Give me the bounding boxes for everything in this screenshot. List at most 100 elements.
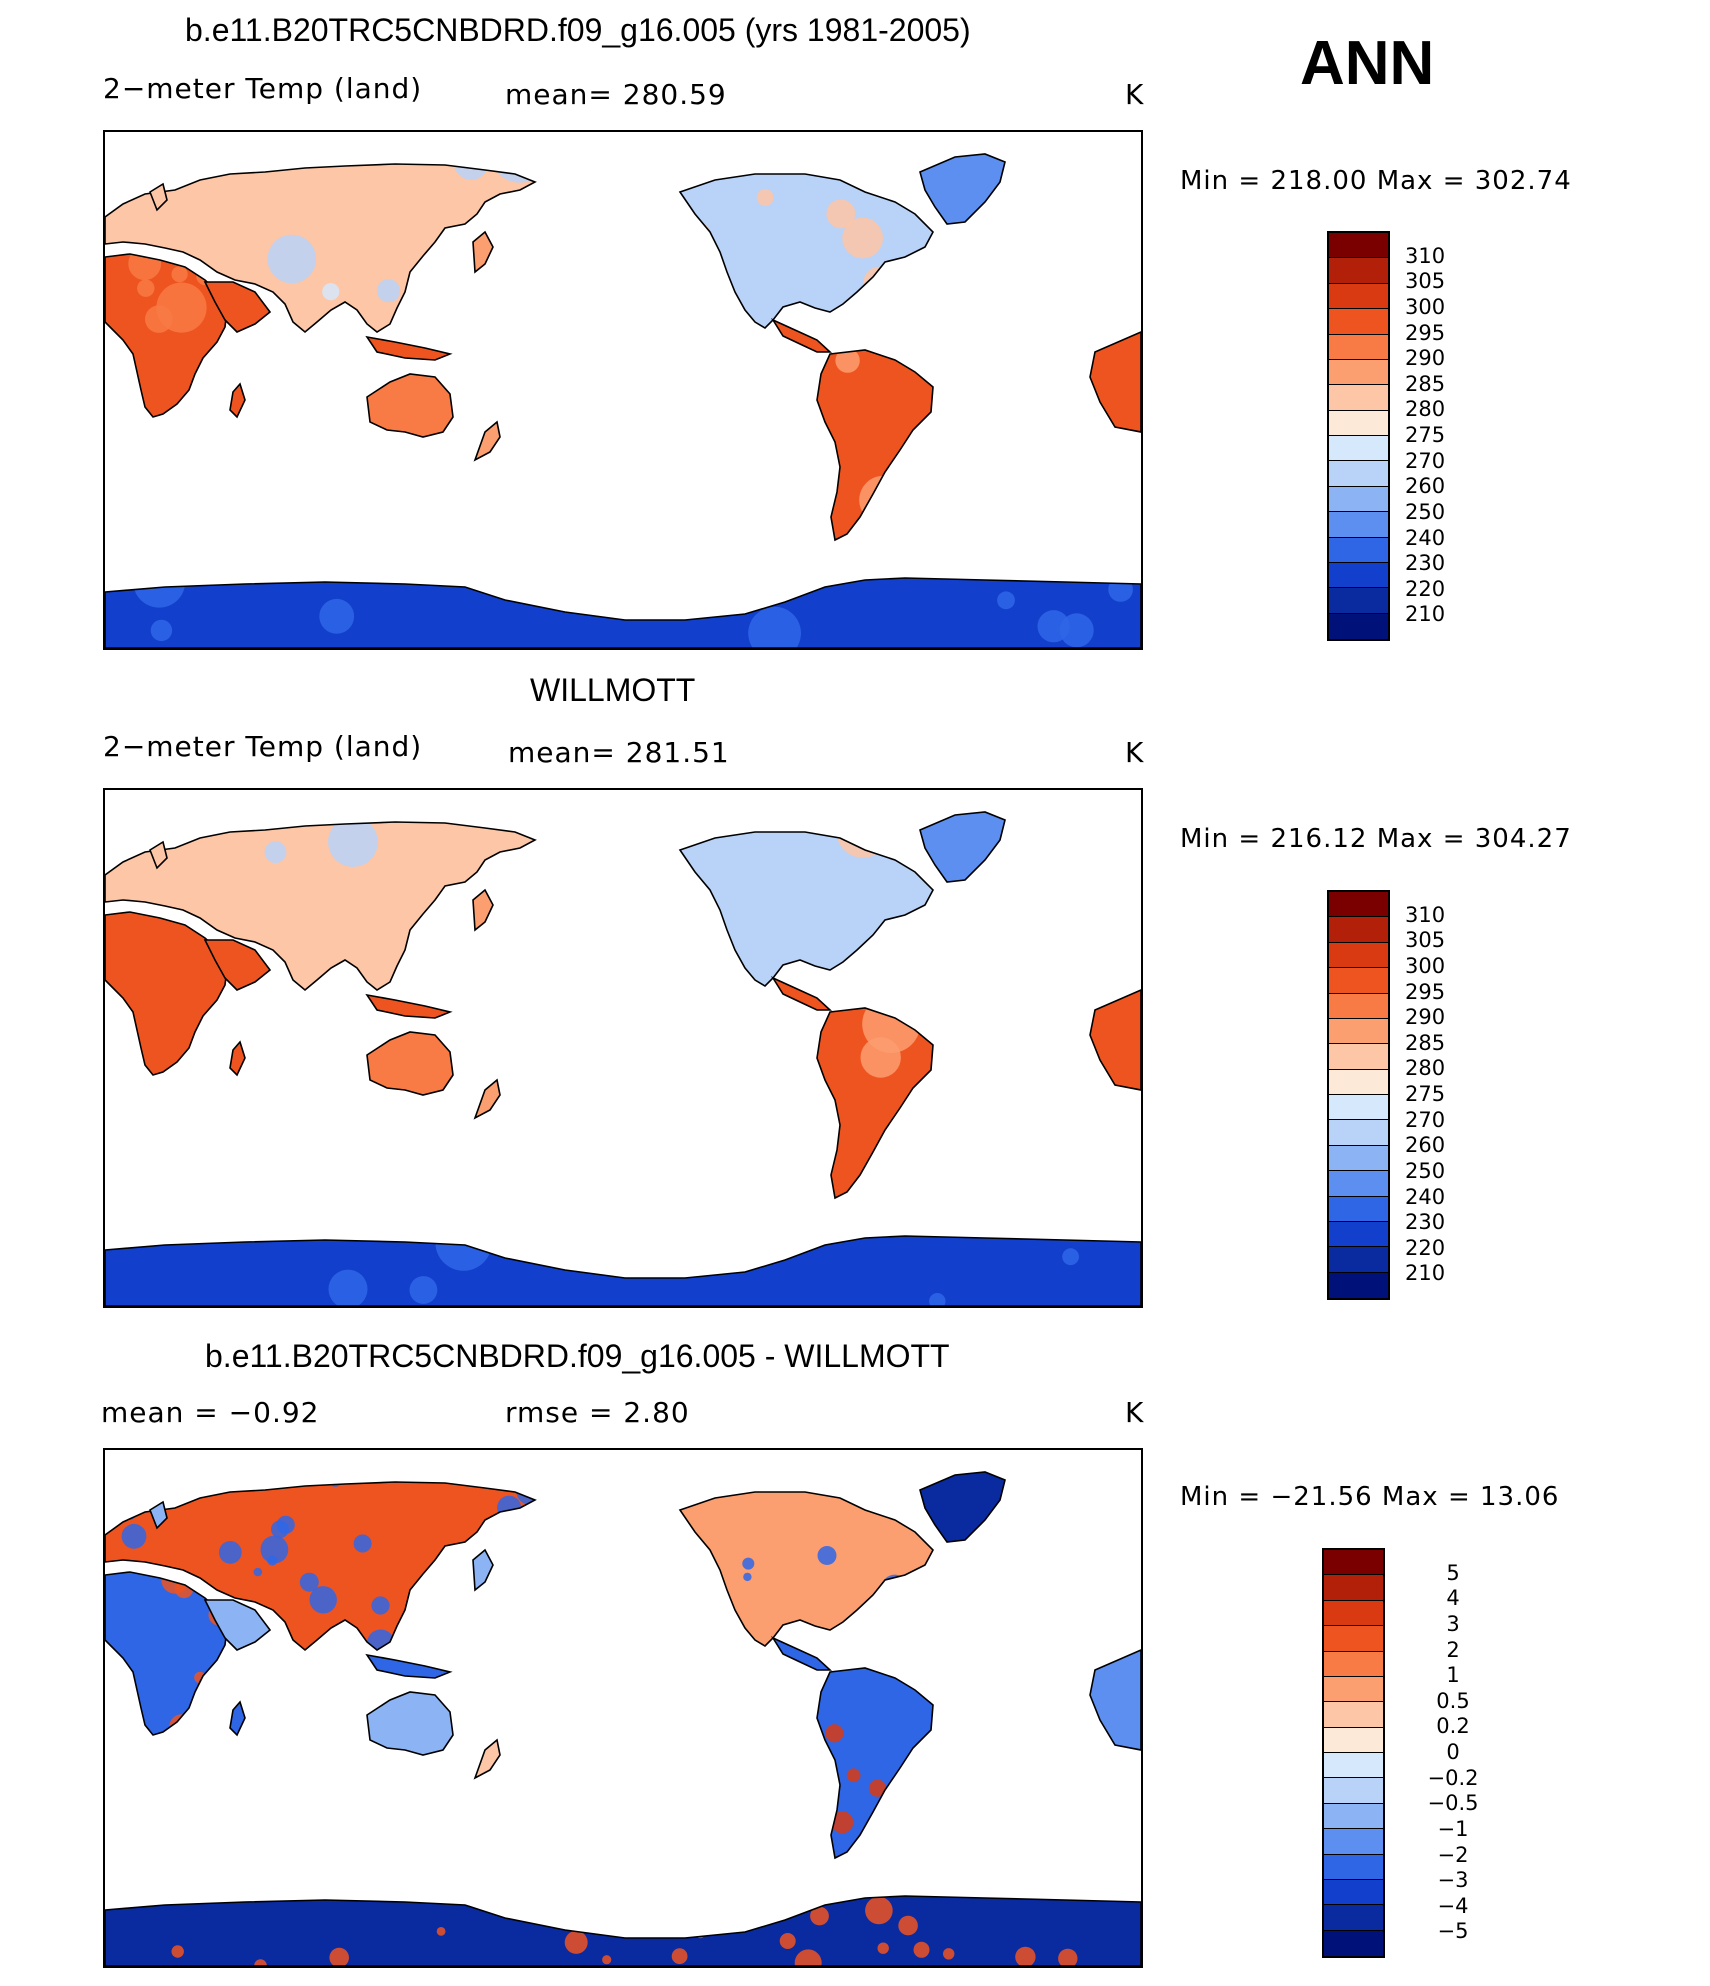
colorbar-tick-label: 290 bbox=[1405, 1005, 1446, 1030]
colorbar-swatch bbox=[1329, 461, 1388, 487]
colorbar-tick-label: 1 bbox=[1446, 1663, 1460, 1688]
panel-3-minmax: Min = −21.56 Max = 13.06 bbox=[1180, 1482, 1560, 1512]
colorbar-tick-label: −0.2 bbox=[1427, 1765, 1479, 1790]
colorbar-swatch bbox=[1329, 1069, 1388, 1095]
panel-1-map-svg bbox=[105, 153, 1141, 648]
colorbar-tick-label: 295 bbox=[1405, 320, 1446, 345]
colorbar-swatch bbox=[1329, 892, 1388, 918]
colorbar-tick-label: 310 bbox=[1405, 243, 1446, 268]
colorbar-swatch bbox=[1324, 1753, 1383, 1779]
colorbar-tick-label: 305 bbox=[1405, 928, 1446, 953]
panel-3-units: K bbox=[1125, 1396, 1145, 1429]
land-japan bbox=[472, 1548, 494, 1592]
land-indonesia bbox=[365, 993, 453, 1019]
land-nz bbox=[473, 420, 501, 462]
land-africa bbox=[105, 253, 228, 418]
colorbar-swatch bbox=[1329, 1044, 1388, 1070]
colorbar-tick-label: 280 bbox=[1405, 397, 1446, 422]
land-eurasia bbox=[105, 821, 537, 992]
colorbar-tick-label: 275 bbox=[1405, 423, 1446, 447]
colorbar-tick-label: 5 bbox=[1446, 1560, 1460, 1585]
colorbar-tick-label: 250 bbox=[1405, 499, 1446, 524]
colorbar-swatch bbox=[1329, 1145, 1388, 1172]
colorbar-swatch bbox=[1329, 359, 1388, 386]
colorbar-swatch bbox=[1329, 486, 1388, 513]
land-madagascar bbox=[229, 1040, 246, 1077]
land-greenland bbox=[919, 153, 1006, 225]
colorbar-swatch bbox=[1329, 968, 1388, 994]
colorbar-swatch bbox=[1329, 562, 1388, 589]
land-australia bbox=[366, 373, 454, 438]
colorbar-swatch bbox=[1329, 385, 1388, 411]
panel-3-map bbox=[103, 1448, 1143, 1968]
colorbar-swatch bbox=[1329, 334, 1388, 360]
panel-1-minmax: Min = 218.00 Max = 302.74 bbox=[1180, 166, 1572, 196]
colorbar-tick-label: 0.5 bbox=[1436, 1688, 1470, 1713]
colorbar-swatch bbox=[1329, 1018, 1388, 1045]
colorbar-tick-label: 280 bbox=[1405, 1056, 1446, 1081]
colorbar-tick-label: 250 bbox=[1405, 1158, 1446, 1183]
land-greenland bbox=[919, 811, 1006, 883]
colorbar-swatch bbox=[1329, 283, 1388, 310]
colorbar-tick-label: 285 bbox=[1405, 371, 1446, 396]
colorbar-tick-label: 300 bbox=[1405, 953, 1446, 978]
panel-2-colorbar bbox=[1327, 890, 1390, 1300]
colorbar-tick-label: 230 bbox=[1405, 1210, 1446, 1235]
land-camerica bbox=[770, 976, 833, 1011]
colorbar-tick-label: 240 bbox=[1405, 525, 1446, 550]
colorbar-swatch bbox=[1329, 1171, 1388, 1197]
colorbar-swatch bbox=[1329, 1196, 1388, 1222]
colorbar-tick-label: 310 bbox=[1405, 902, 1446, 927]
land-nz bbox=[473, 1078, 501, 1120]
colorbar-swatch bbox=[1329, 512, 1388, 538]
land-antarctica bbox=[105, 1895, 1141, 1966]
land-nz bbox=[473, 1738, 501, 1780]
panel-1-variable-label: 2−meter Temp (land) bbox=[103, 72, 423, 105]
land-arabia bbox=[203, 939, 272, 991]
colorbar-swatch bbox=[1329, 258, 1388, 284]
land-indonesia bbox=[365, 335, 453, 361]
colorbar-tick-label: 305 bbox=[1405, 269, 1446, 294]
colorbar-swatch bbox=[1324, 1803, 1383, 1830]
colorbar-tick-label: 295 bbox=[1405, 979, 1446, 1004]
colorbar-tick-label: 210 bbox=[1405, 1261, 1446, 1286]
colorbar-tick-label: 300 bbox=[1405, 294, 1446, 319]
colorbar-swatch bbox=[1329, 309, 1388, 335]
panel-2-map bbox=[103, 788, 1143, 1308]
colorbar-swatch bbox=[1324, 1550, 1383, 1576]
land-madagascar bbox=[229, 1700, 246, 1737]
colorbar-swatch bbox=[1324, 1778, 1383, 1804]
colorbar-swatch bbox=[1329, 993, 1388, 1019]
panel-1-colorbar bbox=[1327, 231, 1390, 641]
colorbar-swatch bbox=[1324, 1651, 1383, 1677]
panel-2-minmax: Min = 216.12 Max = 304.27 bbox=[1180, 824, 1572, 854]
panel-2-title: WILLMOTT bbox=[530, 672, 696, 708]
colorbar-tick-label: −4 bbox=[1437, 1893, 1469, 1918]
land-westafr bbox=[1089, 989, 1141, 1091]
panel-1-map bbox=[103, 130, 1143, 650]
land-australia bbox=[366, 1031, 454, 1096]
panel-1-mean-label: mean= 280.59 bbox=[505, 78, 727, 111]
colorbar-swatch bbox=[1329, 942, 1388, 969]
land-britain bbox=[149, 1500, 168, 1530]
land-greenland bbox=[919, 1471, 1006, 1543]
colorbar-swatch bbox=[1329, 1247, 1388, 1273]
colorbar-swatch bbox=[1324, 1829, 1383, 1855]
colorbar-swatch bbox=[1329, 1120, 1388, 1146]
colorbar-swatch bbox=[1324, 1854, 1383, 1880]
colorbar-swatch bbox=[1324, 1879, 1383, 1906]
panel-3-rmse-label: rmse = 2.80 bbox=[505, 1396, 690, 1429]
colorbar-swatch bbox=[1324, 1727, 1383, 1753]
colorbar-tick-label: 260 bbox=[1405, 1133, 1446, 1158]
land-arabia bbox=[203, 1599, 272, 1651]
panel-3-mean-label: mean = −0.92 bbox=[101, 1396, 320, 1429]
colorbar-tick-label: 230 bbox=[1405, 551, 1446, 576]
colorbar-tick-label: 210 bbox=[1405, 602, 1446, 627]
colorbar-swatch bbox=[1324, 1905, 1383, 1931]
panel-2-map-svg bbox=[105, 811, 1141, 1306]
colorbar-swatch bbox=[1329, 588, 1388, 614]
colorbar-swatch bbox=[1329, 1272, 1388, 1298]
land-arabia bbox=[203, 281, 272, 333]
land-indonesia bbox=[365, 1653, 453, 1679]
panel-2-units: K bbox=[1125, 736, 1145, 769]
